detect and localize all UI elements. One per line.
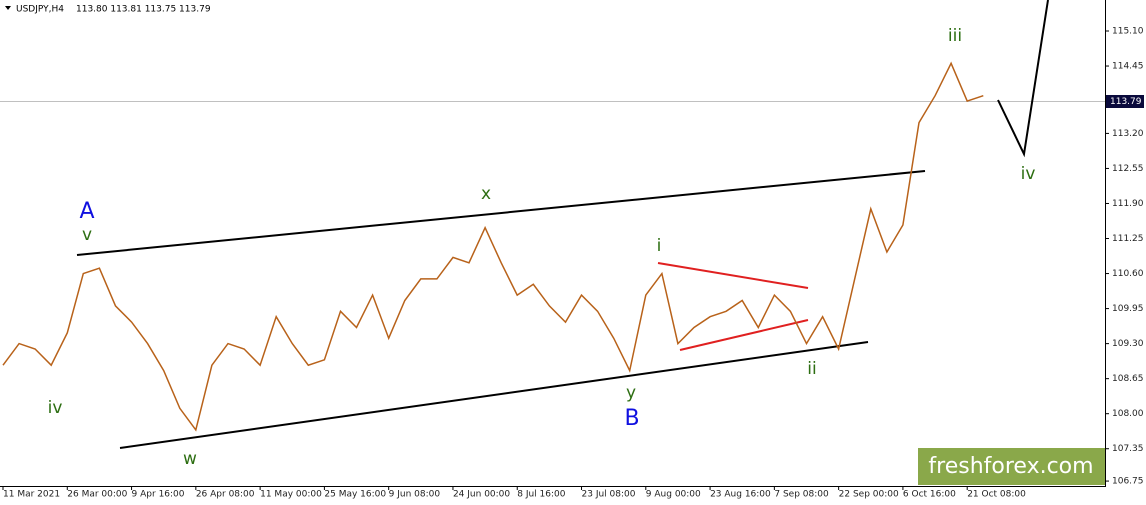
current-price-label: 113.79 <box>1110 97 1142 107</box>
wave-label: B <box>624 406 639 431</box>
x-tick-label: 9 Aug 00:00 <box>646 490 701 500</box>
x-tick-label: 21 Oct 08:00 <box>967 490 1026 500</box>
triangle-lower <box>679 319 809 351</box>
x-tick-label: 11 May 00:00 <box>260 490 322 500</box>
wave-label: w <box>183 449 197 469</box>
wave-label: y <box>626 383 636 403</box>
y-tick-label: 109.30 <box>1112 339 1144 349</box>
wave-label: A <box>79 199 94 224</box>
x-tick-label: 8 Jul 16:00 <box>517 490 566 500</box>
y-tick-label: 109.95 <box>1112 304 1144 314</box>
x-tick-label: 23 Jul 08:00 <box>582 490 636 500</box>
y-tick-label: 110.60 <box>1112 269 1144 279</box>
channel-lower <box>119 341 869 449</box>
x-tick-label: 25 May 16:00 <box>324 490 386 500</box>
x-tick-label: 7 Sep 08:00 <box>774 490 829 500</box>
wave-label: x <box>481 184 491 204</box>
x-tick-label: 24 Jun 00:00 <box>453 490 510 500</box>
y-tick-label: 114.45 <box>1112 62 1144 72</box>
wave-label: iii <box>948 26 962 46</box>
symbol: USDJPY,H4 <box>16 5 64 15</box>
projection <box>997 0 1049 158</box>
x-tick-label: 6 Oct 16:00 <box>903 490 956 500</box>
y-tick-label: 113.20 <box>1112 129 1144 139</box>
x-tick-label: 11 Mar 2021 <box>3 490 60 500</box>
y-tick-label: 108.00 <box>1112 409 1144 419</box>
y-tick-label: 115.10 <box>1112 26 1144 36</box>
triangle-upper <box>657 262 809 289</box>
quote: 113.80 113.81 113.75 113.79 <box>76 5 211 15</box>
x-tick-label: 9 Jun 08:00 <box>389 490 441 500</box>
x-tick-label: 9 Apr 16:00 <box>132 490 185 500</box>
wave-label: ii <box>807 359 816 379</box>
y-tick-label: 106.75 <box>1112 477 1144 487</box>
x-tick-label: 22 Sep 00:00 <box>839 490 899 500</box>
x-tick-label: 23 Aug 16:00 <box>710 490 771 500</box>
wave-label: iv <box>1021 164 1036 184</box>
y-tick-label: 111.25 <box>1112 234 1144 244</box>
y-tick-label: 108.65 <box>1112 374 1144 384</box>
watermark-box <box>918 448 1105 485</box>
menu-icon <box>5 6 11 10</box>
price-line <box>2 61 984 432</box>
y-tick-label: 111.90 <box>1112 199 1144 209</box>
x-tick-label: 26 Apr 08:00 <box>196 490 255 500</box>
wave-label: v <box>82 225 92 245</box>
wave-label: iv <box>48 398 63 418</box>
y-tick-label: 112.55 <box>1112 164 1144 174</box>
x-tick-label: 26 Mar 00:00 <box>67 490 127 500</box>
channel-upper <box>76 170 926 256</box>
watermark: freshforex.com <box>928 454 1093 479</box>
current-price-box <box>1106 95 1144 108</box>
wave-label: i <box>657 236 662 256</box>
y-tick-label: 107.35 <box>1112 444 1144 454</box>
